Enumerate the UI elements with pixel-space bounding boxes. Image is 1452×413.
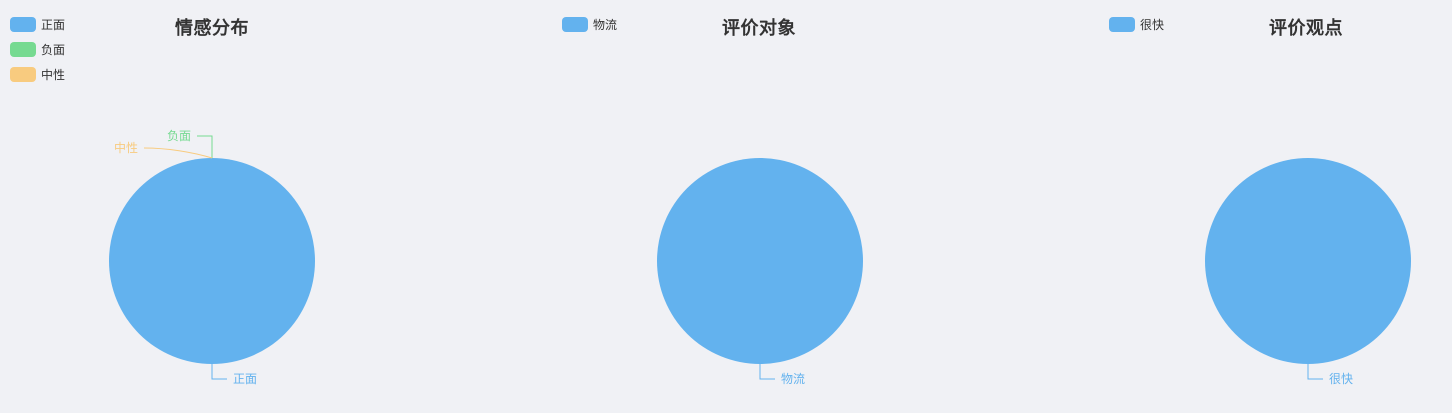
target-chart-panel: 评价对象 物流 物流 [548, 0, 1096, 413]
chart-title: 评价观点 [1269, 18, 1343, 39]
pie-label-line [197, 135, 213, 158]
pie-plot: 很快 [1205, 158, 1411, 386]
legend-item-negative[interactable]: 负面 [10, 41, 65, 58]
pie-label-line [1307, 364, 1323, 380]
legend-label: 正面 [41, 18, 66, 32]
pie-label: 中性 [114, 140, 138, 155]
sentiment-chart-panel: 情感分布 正面 负面 中性 正面 负面 中性 [0, 0, 548, 413]
chart-legend: 很快 [1109, 16, 1164, 41]
legend-item-fast[interactable]: 很快 [1109, 16, 1164, 33]
pie-label: 负面 [167, 129, 191, 143]
legend-item-positive[interactable]: 正面 [10, 16, 65, 33]
pie-label: 很快 [1329, 372, 1353, 386]
legend-label: 中性 [41, 68, 66, 82]
pie-label: 正面 [233, 372, 257, 386]
pie-label-line [759, 364, 775, 380]
legend-swatch [1109, 17, 1135, 32]
legend-item-neutral[interactable]: 中性 [10, 66, 65, 83]
chart-title: 评价对象 [722, 18, 796, 39]
legend-swatch [562, 17, 588, 32]
chart-legend: 正面 负面 中性 [10, 16, 65, 91]
pie-label: 物流 [781, 372, 805, 386]
pie-label-line [143, 147, 213, 159]
pie-label-line [211, 364, 227, 380]
legend-label: 负面 [41, 43, 66, 57]
opinion-chart-panel: 评价观点 很快 很快 [1096, 0, 1452, 413]
pie-slice [109, 158, 315, 364]
legend-label: 很快 [1140, 18, 1165, 32]
pie-plot: 物流 [657, 158, 863, 386]
chart-legend: 物流 [562, 16, 617, 41]
legend-item-logistics[interactable]: 物流 [562, 16, 617, 33]
legend-swatch [10, 67, 36, 82]
legend-label: 物流 [593, 18, 618, 32]
pie-slice [1205, 158, 1411, 364]
chart-title: 情感分布 [175, 18, 249, 39]
pie-slice [657, 158, 863, 364]
legend-swatch [10, 17, 36, 32]
legend-swatch [10, 42, 36, 57]
